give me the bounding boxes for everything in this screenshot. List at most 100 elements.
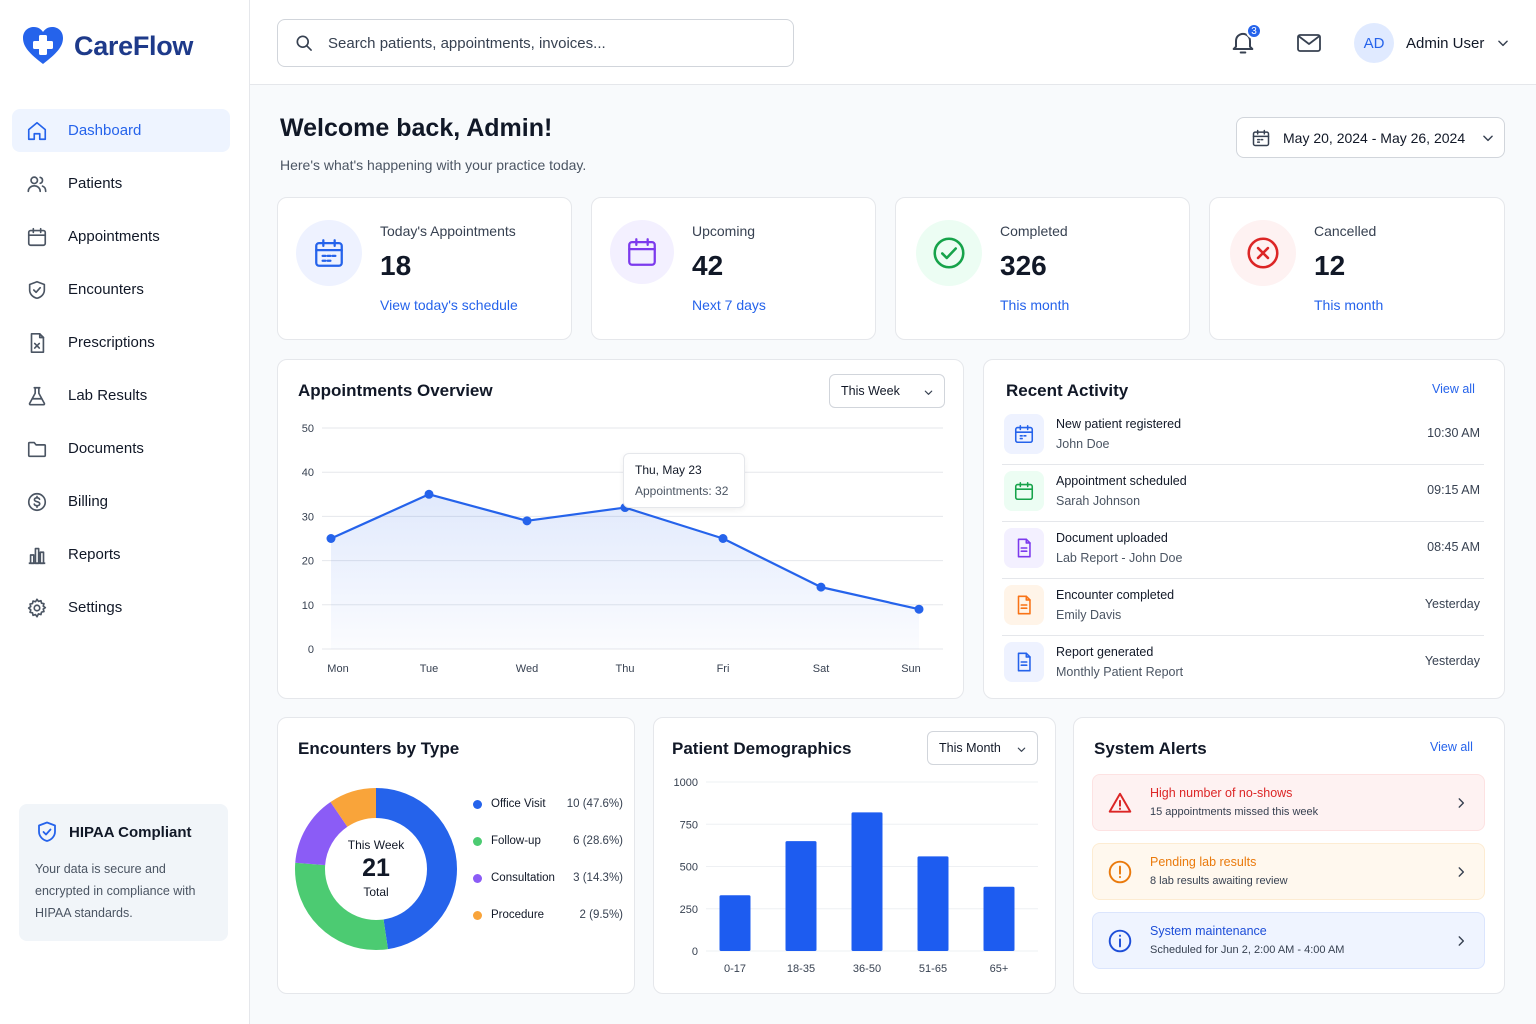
date-range-picker[interactable]: May 20, 2024 - May 26, 2024 (1236, 117, 1505, 158)
stat-card-today: Today's Appointments 18 View today's sch… (277, 197, 572, 340)
completed-this-month-link[interactable]: This month (1000, 297, 1070, 313)
card-title: Encounters by Type (298, 739, 460, 758)
donut-center-label: This Week (347, 838, 405, 852)
system-alerts-card: System Alerts View all High number of no… (1073, 717, 1505, 994)
donut-center-sub: Total (363, 885, 389, 899)
y-tick-label: 1000 (674, 777, 698, 789)
data-point (816, 582, 826, 592)
app-logo[interactable]: CareFlow (22, 26, 193, 66)
x-tick-label: Tue (420, 663, 439, 675)
next-7-days-link[interactable]: Next 7 days (692, 297, 766, 313)
notifications-button[interactable]: 3 (1229, 23, 1262, 56)
x-tick-label: 65+ (990, 963, 1009, 975)
sidebar-item-dashboard[interactable]: Dashboard (12, 109, 230, 152)
activity-item[interactable]: Document uploaded Lab Report - John Doe … (1002, 522, 1484, 579)
sidebar-item-label: Encounters (68, 281, 144, 298)
users-icon (27, 175, 47, 192)
alert-item-lab-results[interactable]: Pending lab results 8 lab results awaiti… (1092, 843, 1485, 900)
sidebar-item-patients[interactable]: Patients (12, 162, 230, 205)
sidebar-item-lab-results[interactable]: Lab Results (12, 374, 230, 417)
page-subtitle: Here's what's happening with your practi… (280, 157, 587, 173)
activity-title: Report generated (1056, 645, 1154, 659)
avatar: AD (1354, 23, 1394, 63)
y-tick-label: 10 (302, 600, 314, 612)
x-tick-label: 36-50 (853, 963, 881, 975)
stat-value: 42 (692, 250, 724, 281)
y-tick-label: 0 (692, 946, 698, 958)
stat-value: 18 (380, 250, 412, 281)
calendar-icon (315, 239, 343, 267)
chevron-right-icon (1458, 867, 1465, 877)
chevron-down-icon (1017, 747, 1026, 752)
y-tick-label: 0 (308, 644, 314, 656)
activity-time: 10:30 AM (1427, 426, 1480, 440)
y-tick-label: 30 (302, 511, 314, 523)
alert-item-maintenance[interactable]: System maintenance Scheduled for Jun 2, … (1092, 912, 1485, 969)
shield-check-icon (38, 821, 56, 842)
home-icon (27, 121, 47, 140)
activity-item[interactable]: New patient registered John Doe 10:30 AM (1002, 408, 1484, 465)
sidebar-item-encounters[interactable]: Encounters (12, 268, 230, 311)
x-tick-label: Fri (717, 663, 730, 675)
sidebar-item-prescriptions[interactable]: Prescriptions (12, 321, 230, 364)
donut-center-value: 21 (362, 854, 390, 882)
user-name: Admin User (1406, 34, 1485, 52)
cancelled-this-month-link[interactable]: This month (1314, 297, 1384, 313)
document-icon (1017, 538, 1031, 558)
search-input[interactable] (328, 34, 768, 52)
alerts-view-all-link[interactable]: View all (1430, 740, 1473, 754)
stat-icon-bg (296, 220, 362, 286)
alert-item-no-shows[interactable]: High number of no-shows 15 appointments … (1092, 774, 1485, 831)
sidebar-item-label: Reports (68, 546, 121, 563)
activity-subtitle: Emily Davis (1056, 608, 1122, 622)
alert-subtitle: 15 appointments missed this week (1150, 806, 1319, 818)
stat-card-completed: Completed 326 This month (895, 197, 1190, 340)
activity-item[interactable]: Appointment scheduled Sarah Johnson 09:1… (1002, 465, 1484, 522)
legend-swatch (473, 799, 482, 809)
data-point (424, 489, 434, 499)
info-circle-icon (1108, 929, 1132, 953)
card-title: Appointments Overview (298, 381, 493, 400)
warning-triangle-icon (1108, 792, 1132, 813)
sidebar-item-settings[interactable]: Settings (12, 586, 230, 629)
activity-time: 08:45 AM (1427, 540, 1480, 554)
mail-icon (1297, 34, 1321, 52)
activity-time: Yesterday (1424, 597, 1480, 611)
date-range-value: May 20, 2024 - May 26, 2024 (1283, 129, 1466, 146)
activity-subtitle: Monthly Patient Report (1056, 665, 1184, 679)
hipaa-notice: HIPAA Compliant Your data is secure and … (19, 804, 228, 941)
sidebar-item-documents[interactable]: Documents (12, 427, 230, 470)
y-tick-label: 50 (302, 423, 314, 435)
overview-range-select[interactable]: This Week (829, 374, 945, 408)
legend-label: Follow-up (491, 835, 541, 847)
alert-subtitle: 8 lab results awaiting review (1150, 875, 1288, 887)
sidebar-item-label: Patients (68, 175, 123, 192)
shield-check-icon (28, 280, 46, 299)
chevron-down-icon (924, 390, 933, 395)
data-point (326, 534, 336, 543)
search-box (277, 19, 794, 67)
alert-subtitle: Scheduled for Jun 2, 2:00 AM - 4:00 AM (1150, 944, 1345, 956)
sidebar-item-appointments[interactable]: Appointments (12, 215, 230, 258)
view-schedule-link[interactable]: View today's schedule (380, 297, 518, 313)
activity-view-all-link[interactable]: View all (1432, 382, 1475, 396)
flask-icon (28, 386, 46, 406)
legend-item: Office Visit 10 (47.6%) (473, 798, 623, 810)
encounters-card: Encounters by Type This Week 21 Total Of… (277, 717, 635, 994)
messages-button[interactable] (1296, 31, 1322, 55)
alert-title: Pending lab results (1150, 855, 1257, 869)
legend-value: 2 (9.5%) (579, 909, 623, 921)
user-menu[interactable]: AD Admin User (1354, 23, 1510, 63)
x-tick-label: 18-35 (787, 963, 815, 975)
sidebar-item-label: Appointments (68, 228, 160, 245)
sidebar-item-reports[interactable]: Reports (12, 533, 230, 576)
activity-icon-bg (1004, 642, 1044, 682)
activity-item[interactable]: Encounter completed Emily Davis Yesterda… (1002, 579, 1484, 636)
stat-icon-bg (916, 220, 982, 286)
sidebar-item-billing[interactable]: Billing (12, 480, 230, 523)
activity-item[interactable]: Report generated Monthly Patient Report … (1002, 636, 1484, 693)
activity-time: Yesterday (1424, 654, 1480, 668)
legend-value: 3 (14.3%) (573, 872, 623, 884)
y-tick-label: 500 (680, 862, 698, 874)
demographics-range-select[interactable]: This Month (927, 731, 1038, 765)
